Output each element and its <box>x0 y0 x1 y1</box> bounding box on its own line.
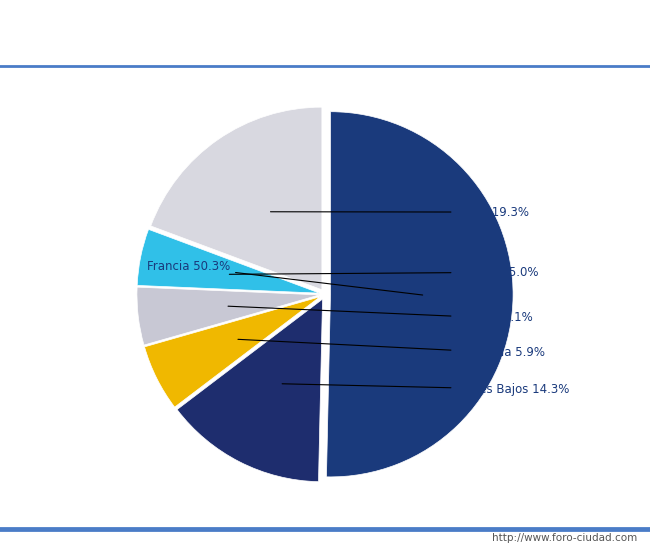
Text: Francia 50.3%: Francia 50.3% <box>147 260 422 295</box>
Text: http://www.foro-ciudad.com: http://www.foro-ciudad.com <box>492 534 637 543</box>
Text: Portugal 5.0%: Portugal 5.0% <box>229 266 539 279</box>
Wedge shape <box>151 107 322 290</box>
Text: Alemania 5.9%: Alemania 5.9% <box>238 339 545 359</box>
Text: Otros 19.3%: Otros 19.3% <box>270 206 530 218</box>
Wedge shape <box>326 112 513 477</box>
Wedge shape <box>177 299 322 482</box>
Text: Fiscal - Turistas extranjeros según país - Agosto de 2024: Fiscal - Turistas extranjeros según país… <box>110 25 540 41</box>
Text: Bélgica 5.1%: Bélgica 5.1% <box>228 306 533 324</box>
Wedge shape <box>137 287 320 345</box>
Wedge shape <box>144 296 320 407</box>
Text: Países Bajos 14.3%: Países Bajos 14.3% <box>282 383 570 395</box>
Wedge shape <box>137 229 320 293</box>
